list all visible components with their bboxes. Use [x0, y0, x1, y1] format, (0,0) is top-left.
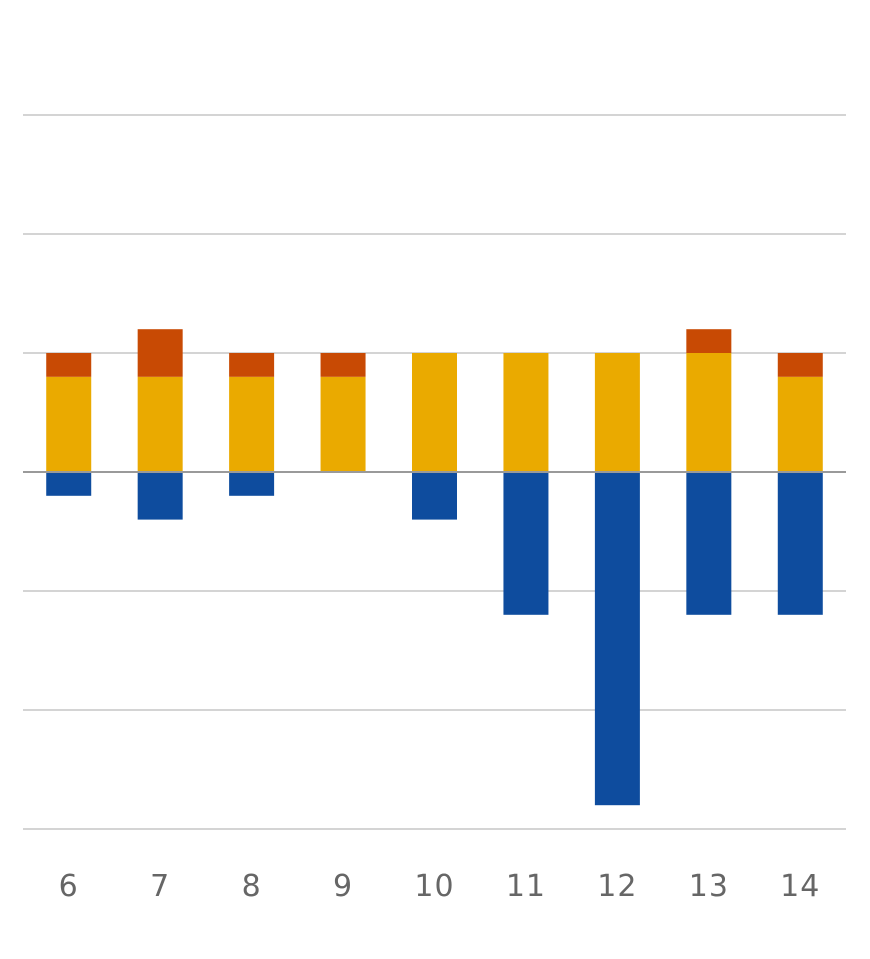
bar-segment-series-1-cat-8 [229, 472, 275, 496]
x-tick-label: 11 [506, 869, 546, 904]
x-tick-label: 8 [242, 869, 262, 904]
bar-segment-series-1-cat-10 [412, 472, 457, 520]
bar-segment-series-1-cat-13 [686, 472, 732, 615]
bar-segment-series-2-cat-13 [686, 353, 732, 472]
bar-segment-series-1-cat-6 [46, 472, 92, 496]
x-axis-labels: 6 7 8 9 10 11 12 13 14 [59, 869, 820, 904]
bar-segment-series-3-cat-14 [777, 353, 823, 377]
x-tick-label: 10 [414, 869, 454, 904]
x-tick-label: 6 [59, 869, 79, 904]
bar-segment-series-3-cat-8 [229, 353, 275, 377]
bar-segment-series-2-cat-9 [320, 376, 366, 472]
bar-segment-series-2-cat-7 [137, 376, 183, 472]
x-tick-label: 12 [597, 869, 637, 904]
bar-segment-series-1-cat-14 [777, 472, 823, 615]
bars [46, 329, 823, 806]
bar-segment-series-3-cat-9 [320, 353, 366, 377]
x-tick-label: 14 [780, 869, 820, 904]
bar-segment-series-2-cat-8 [229, 376, 275, 472]
bar-segment-series-1-cat-12 [594, 472, 640, 806]
bar-segment-series-3-cat-6 [46, 353, 92, 377]
bar-segment-series-3-cat-13 [686, 329, 732, 353]
bar-segment-series-2-cat-14 [777, 376, 823, 472]
bar-segment-series-1-cat-7 [137, 472, 183, 520]
bar-segment-series-2-cat-10 [412, 353, 457, 472]
bar-segment-series-2-cat-12 [594, 353, 640, 472]
x-tick-label: 9 [333, 869, 353, 904]
bar-segment-series-2-cat-11 [503, 353, 549, 472]
bar-segment-series-1-cat-11 [503, 472, 549, 615]
bar-segment-series-3-cat-7 [137, 329, 183, 377]
x-tick-label: 13 [689, 869, 729, 904]
bar-segment-series-2-cat-6 [46, 376, 92, 472]
x-tick-label: 7 [150, 869, 170, 904]
